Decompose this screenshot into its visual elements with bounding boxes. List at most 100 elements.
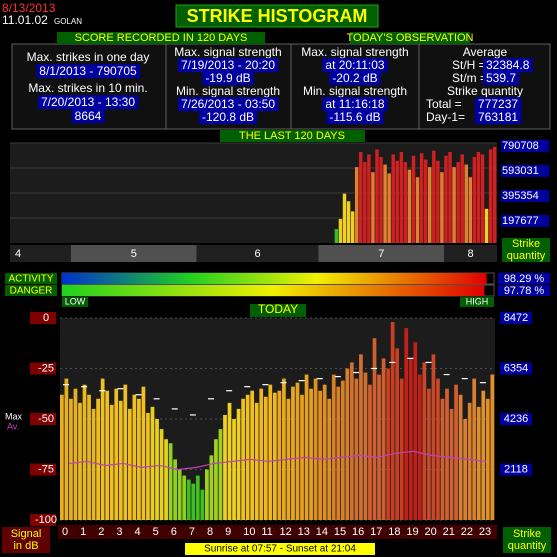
value-box <box>36 64 141 79</box>
heading: TODAY'S OBSERVATION <box>347 32 474 44</box>
label: Max. signal strength <box>301 45 408 59</box>
bar <box>481 390 486 520</box>
value: 97.78 % <box>504 285 545 297</box>
y-tick-label: -75 <box>38 463 54 475</box>
bar <box>245 394 250 520</box>
bar <box>282 378 286 520</box>
bar <box>214 439 218 520</box>
label: DANGER <box>10 286 53 297</box>
value-box <box>329 71 381 86</box>
bar <box>468 177 473 243</box>
bar <box>109 404 114 520</box>
bar <box>96 398 100 520</box>
bar <box>268 384 273 520</box>
hour-label: 20 <box>425 526 437 538</box>
bar <box>359 151 363 243</box>
bar <box>137 398 141 520</box>
label: St/m = <box>452 71 487 85</box>
value: at 20:11:03 <box>325 58 384 72</box>
axis-label: Strike <box>513 528 541 540</box>
bar <box>428 167 432 243</box>
bar <box>403 162 408 243</box>
bar <box>448 151 452 243</box>
hour-label: 2 <box>98 526 104 538</box>
bar <box>411 155 416 243</box>
value: -20.2 dB <box>332 71 377 85</box>
bar <box>422 362 427 520</box>
bar <box>91 408 96 520</box>
bar <box>118 400 123 520</box>
bar <box>277 390 282 520</box>
hour-label: 4 <box>135 526 141 538</box>
tick-box <box>30 413 56 425</box>
value: 7/20/2013 - 13:30 <box>41 95 135 109</box>
value-box <box>177 58 279 73</box>
month-label: 5 <box>131 248 137 260</box>
bar <box>82 384 87 520</box>
bar <box>295 382 300 520</box>
label-box <box>460 297 494 307</box>
value-box <box>322 58 388 73</box>
hour-label: 1 <box>80 526 86 538</box>
y2-tick-label: 4236 <box>504 413 528 425</box>
value-box <box>483 71 520 86</box>
bar <box>173 459 178 520</box>
bar <box>141 386 146 520</box>
month-label: 8 <box>468 248 474 260</box>
bar <box>368 384 372 520</box>
value-box <box>177 97 279 112</box>
bar <box>431 354 436 520</box>
bar <box>191 483 196 520</box>
hour-label: 14 <box>316 526 328 538</box>
bar <box>359 354 363 520</box>
value-box <box>475 110 522 125</box>
value: -120.8 dB <box>202 110 254 124</box>
tick-box <box>30 463 56 476</box>
tick-box <box>500 413 532 425</box>
bar <box>177 469 182 520</box>
bar <box>73 388 78 520</box>
value: 763181 <box>478 110 518 124</box>
tick-box <box>501 189 549 202</box>
value: 7/26/2013 - 03:50 <box>181 97 275 111</box>
bar <box>458 394 463 520</box>
label: Total = <box>426 97 462 111</box>
bar <box>413 342 418 520</box>
value: 8/1/2013 - 790705 <box>39 64 137 78</box>
hour-label: 21 <box>443 526 455 538</box>
bar <box>467 402 472 520</box>
label: HIGH <box>466 296 489 306</box>
bar <box>331 374 336 520</box>
value: -115.6 dB <box>329 110 380 124</box>
bar <box>241 398 245 520</box>
bar <box>371 172 375 243</box>
tick-box <box>500 312 532 324</box>
bar <box>407 169 412 243</box>
label: Min. signal strength <box>303 84 407 98</box>
bar <box>404 328 409 520</box>
bar <box>432 150 436 243</box>
label: ACTIVITY <box>8 274 53 285</box>
bar <box>223 414 227 520</box>
location: GOLAN <box>54 17 82 26</box>
tick-box <box>501 139 549 152</box>
bar <box>440 398 445 520</box>
bar <box>445 388 449 520</box>
bar <box>350 211 355 243</box>
bar <box>363 372 368 520</box>
bar <box>164 439 168 520</box>
axis-label: quantity <box>507 250 546 262</box>
bar <box>408 358 413 520</box>
label-box <box>5 285 57 296</box>
hour-label: 9 <box>225 526 231 538</box>
hour-label: 13 <box>298 526 310 538</box>
label: Average <box>463 45 508 59</box>
bar <box>155 419 159 520</box>
hour-label: 18 <box>388 526 400 538</box>
hour-label: 8 <box>207 526 213 538</box>
hour-label: 10 <box>243 526 255 538</box>
bar <box>472 378 477 520</box>
bar <box>419 153 424 243</box>
hour-label: 5 <box>153 526 159 538</box>
